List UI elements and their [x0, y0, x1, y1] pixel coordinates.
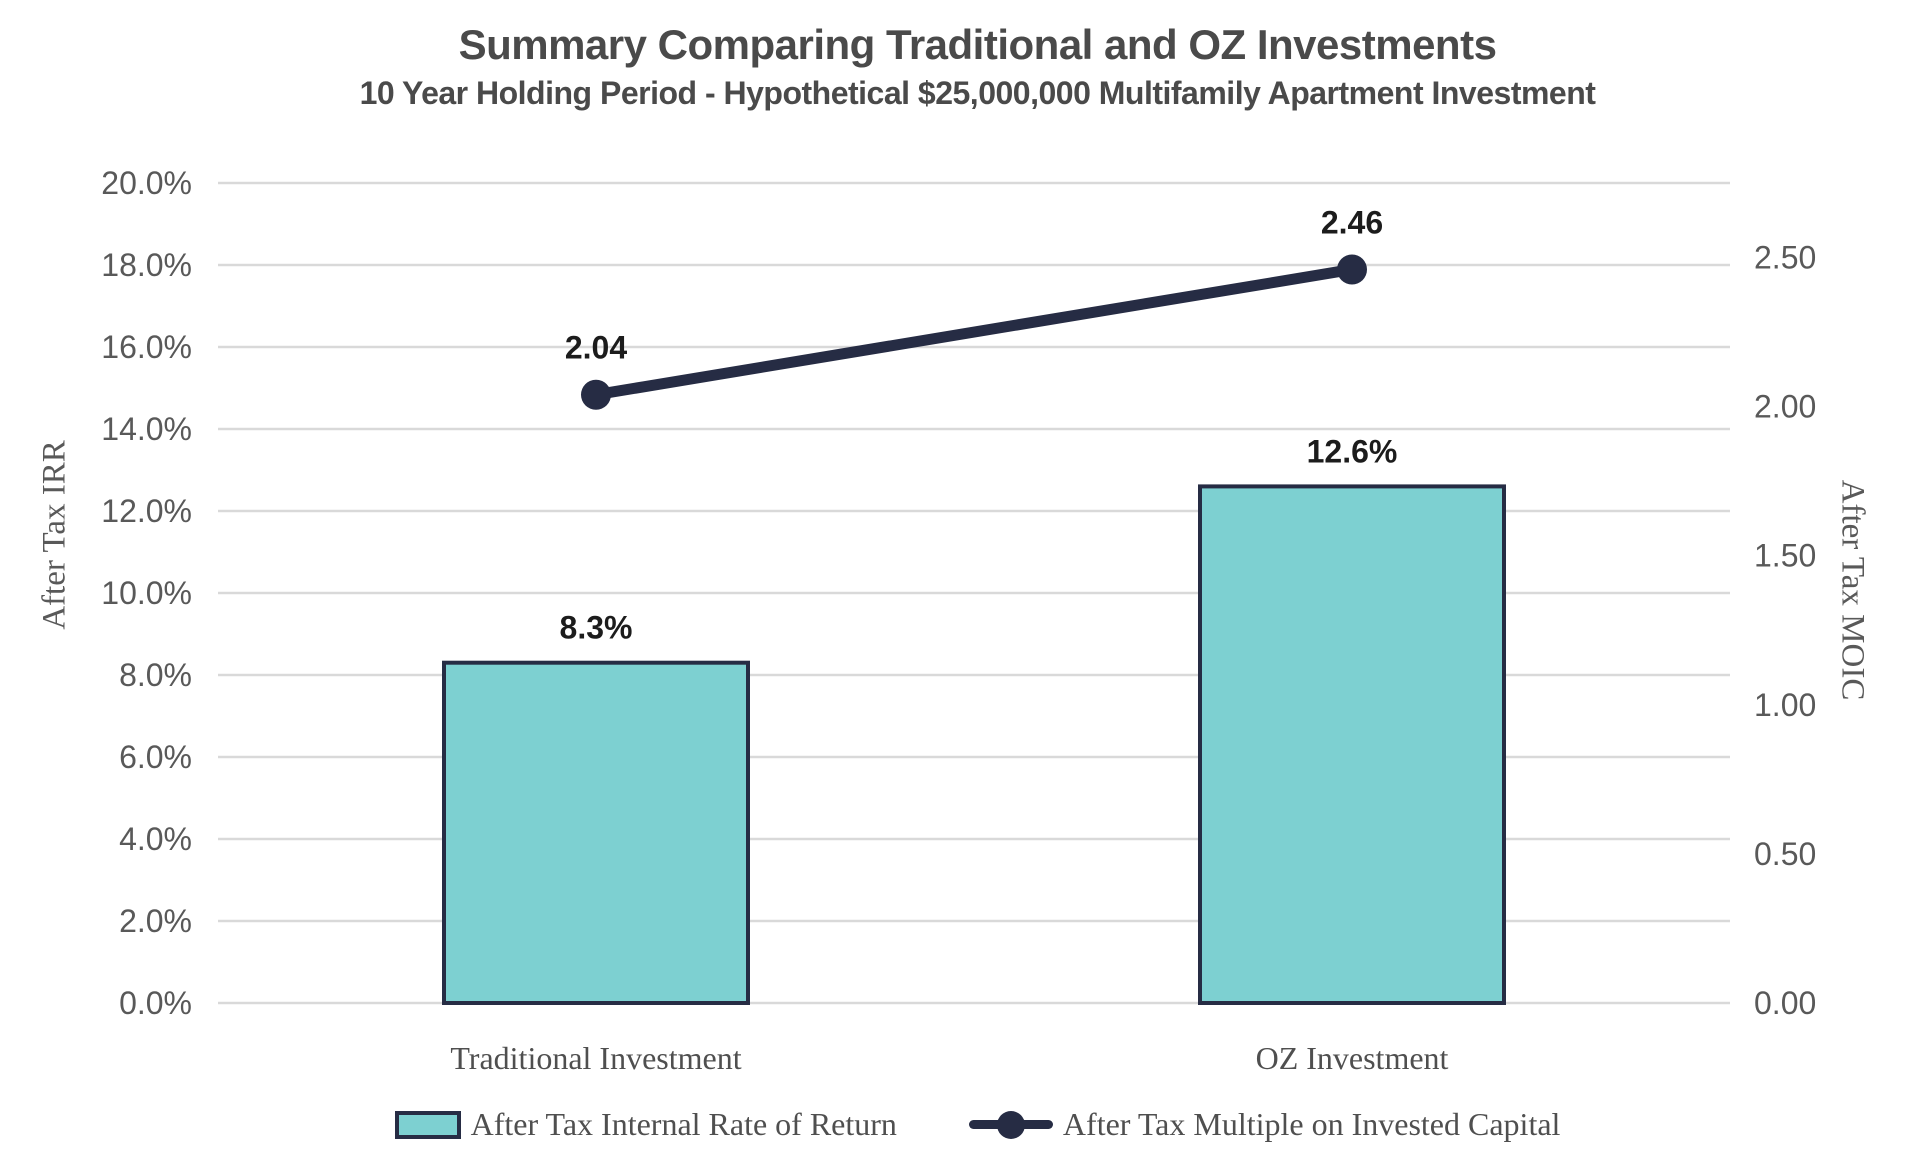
legend-item-moic: After Tax Multiple on Invested Capital [968, 1106, 1561, 1143]
line-marker-oz-investment [1337, 254, 1367, 285]
bar-data-label-traditional-investment: 8.3% [560, 610, 633, 646]
left-axis-tick-label: 4.0% [119, 821, 192, 857]
left-axis-tick-labels: 0.0% 2.0% 4.0% 6.0% 8.0% 10.0% 12.0% 14.0% 16.0%… [101, 165, 192, 1021]
right-axis-tick-label: 0.50 [1754, 836, 1816, 872]
right-axis-tick-label: 2.50 [1754, 240, 1816, 276]
line-marker-traditional-investment [581, 379, 611, 410]
data-labels: 8.3% 12.6% 2.04 2.46 [560, 204, 1398, 645]
line-series [581, 254, 1367, 410]
legend-label-moic: After Tax Multiple on Invested Capital [1062, 1106, 1561, 1142]
left-axis-tick-label: 8.0% [119, 657, 192, 693]
line-series-swatch [968, 1110, 1053, 1140]
legend-item-irr: After Tax Internal Rate of Return [394, 1106, 897, 1143]
legend-label-irr: After Tax Internal Rate of Return [470, 1106, 897, 1142]
line-path [590, 263, 1358, 401]
bar-data-label-oz-investment: 12.6% [1307, 433, 1398, 469]
bar-series-swatch [394, 1110, 461, 1139]
bar-oz-investment [1198, 484, 1506, 1005]
right-axis-tick-label: 2.00 [1754, 389, 1816, 425]
left-axis-tick-label: 6.0% [119, 739, 192, 775]
line-data-label-oz-investment: 2.46 [1321, 204, 1383, 240]
right-axis-tick-label: 0.00 [1754, 985, 1816, 1021]
right-axis-tick-label: 1.00 [1754, 687, 1816, 723]
bar-series [442, 484, 1506, 1005]
left-axis-tick-label: 18.0% [101, 247, 192, 283]
left-axis-tick-label: 14.0% [101, 411, 192, 447]
line-data-label-traditional-investment: 2.04 [565, 330, 627, 366]
left-axis-tick-label: 20.0% [101, 165, 192, 201]
left-axis-tick-label: 12.0% [101, 493, 192, 529]
left-axis-tick-label: 10.0% [101, 575, 192, 611]
bar-traditional-investment [442, 660, 750, 1005]
left-axis-tick-label: 0.0% [119, 985, 192, 1021]
right-axis-title: After Tax MOIC [1834, 479, 1871, 701]
right-axis-tick-label: 1.50 [1754, 538, 1816, 574]
chart-title: Summary Comparing Traditional and OZ Inv… [458, 21, 1497, 68]
left-axis-tick-label: 2.0% [119, 903, 192, 939]
right-axis-tick-labels: 0.00 0.50 1.00 1.50 2.00 2.50 [1754, 240, 1816, 1021]
chart-subtitle: 10 Year Holding Period - Hypothetical $2… [359, 75, 1596, 111]
category-label-traditional-investment: Traditional Investment [450, 1040, 741, 1076]
left-axis-tick-label: 16.0% [101, 329, 192, 365]
category-label-oz-investment: OZ Investment [1256, 1040, 1449, 1076]
line-swatch-marker-icon [996, 1110, 1025, 1139]
left-axis-title: After Tax IRR [36, 440, 73, 630]
category-axis-labels: Traditional Investment OZ Investment [450, 1040, 1448, 1076]
legend: After Tax Internal Rate of Return After … [43, 1106, 1912, 1143]
